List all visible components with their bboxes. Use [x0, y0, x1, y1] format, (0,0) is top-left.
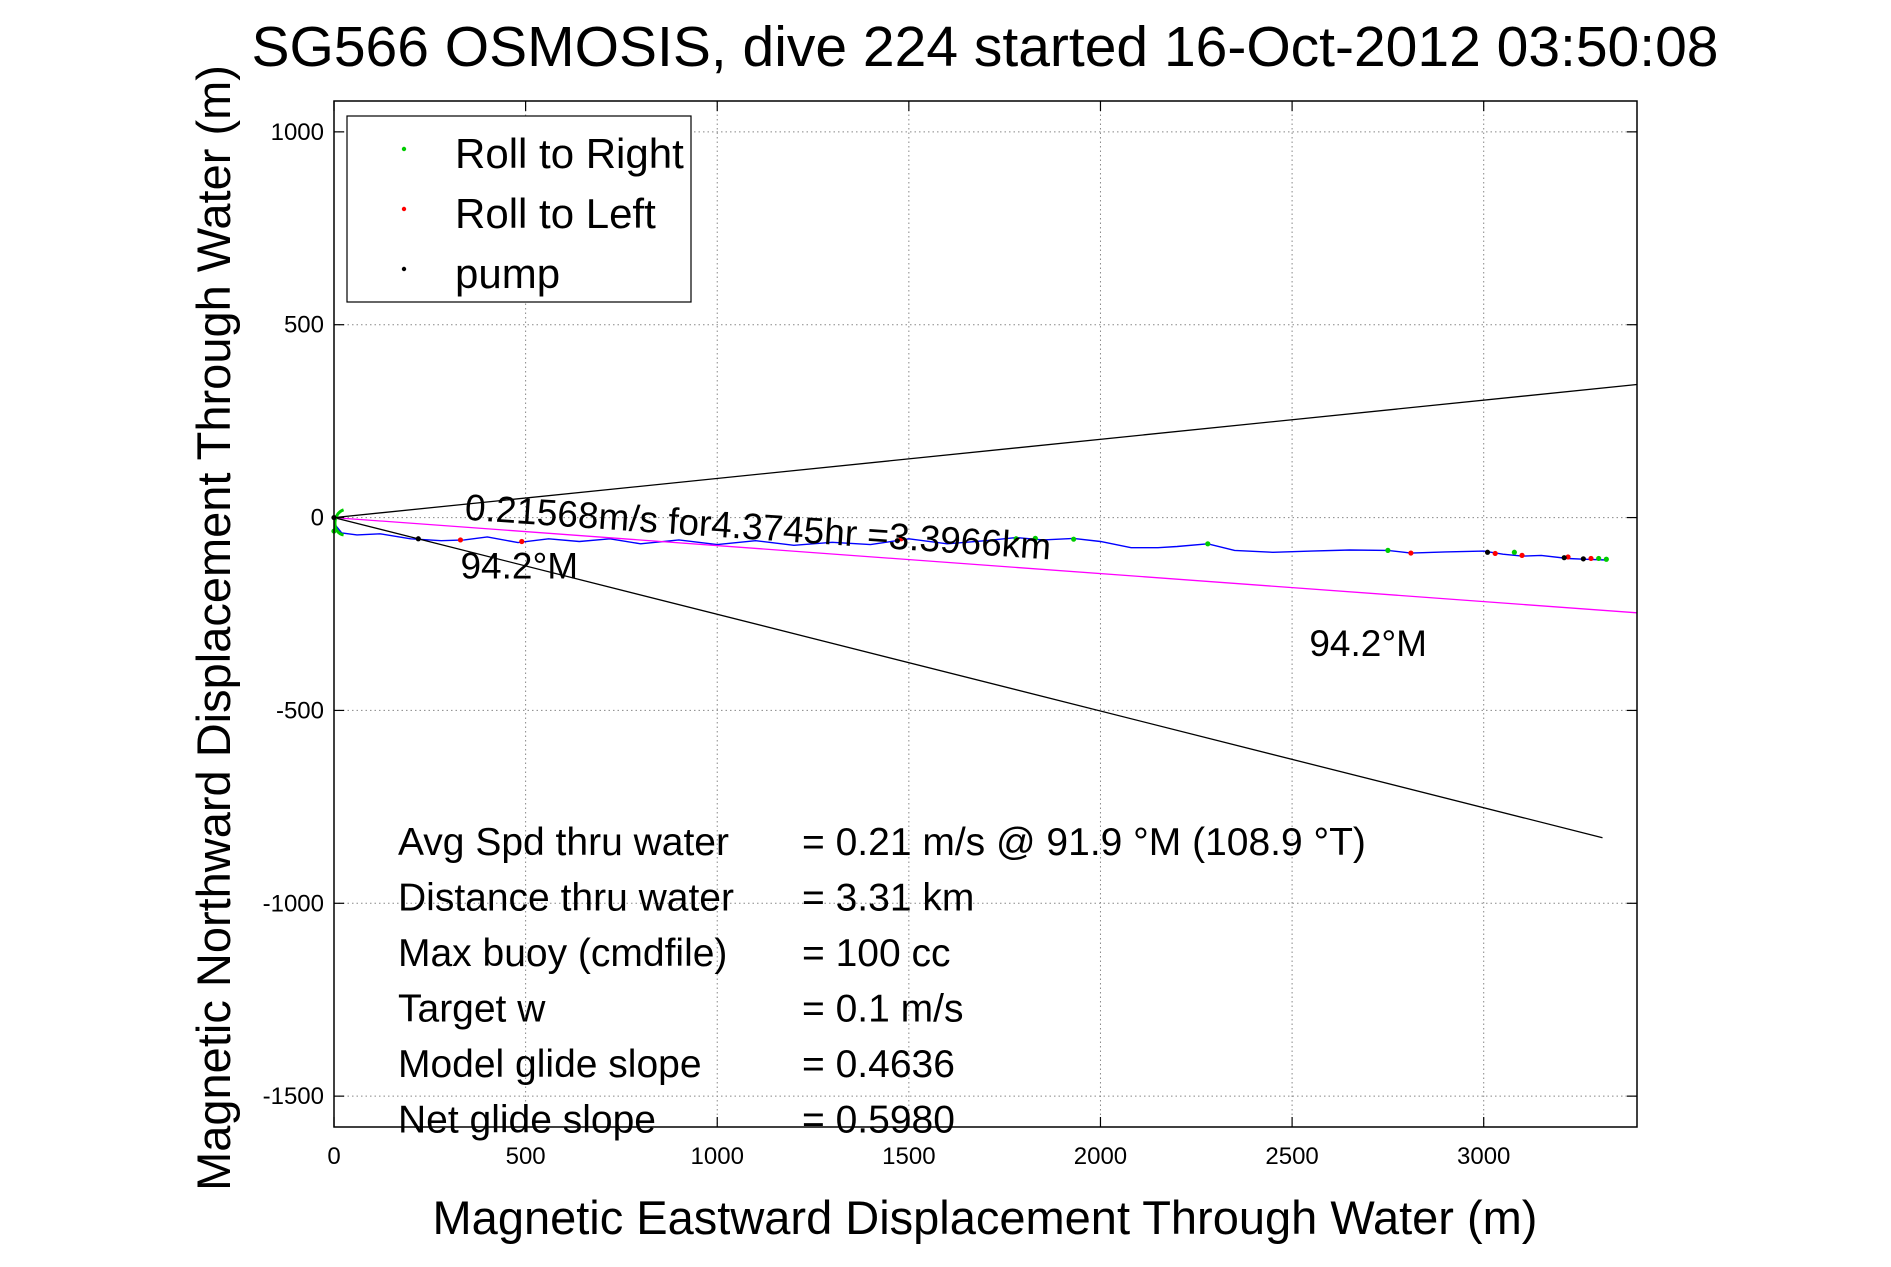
- y-axis-label: Magnetic Northward Displacement Through …: [187, 65, 240, 1191]
- x-tick-label: 2500: [1265, 1143, 1318, 1170]
- series-line-track: [333, 522, 1607, 561]
- axes-frame: [333, 100, 1638, 1128]
- legend-label-roll-right: Roll to Right: [455, 130, 684, 177]
- stats-block: Avg Spd thru water = 0.21 m/s @ 91.9 °M …: [398, 821, 1366, 1142]
- stat-label-model-glide: Model glide slope: [398, 1043, 702, 1086]
- roll-left-point: [1519, 552, 1525, 558]
- x-tick-label: 0: [327, 1143, 340, 1170]
- legend-marker-roll-right: [401, 146, 407, 152]
- pump-point: [1580, 556, 1586, 562]
- roll-right-point: [1603, 556, 1609, 562]
- y-tick-label: 500: [284, 312, 324, 339]
- stat-value-net-glide: = 0.5980: [802, 1099, 955, 1142]
- stat-label-target-w: Target w: [398, 988, 546, 1031]
- series-line-cone-lower: [333, 516, 1603, 839]
- points-layer: [331, 514, 1609, 562]
- roll-right-point: [1013, 536, 1019, 542]
- stat-label-avg-speed: Avg Spd thru water: [398, 821, 729, 864]
- pump-point: [1561, 555, 1567, 561]
- stat-value-target-w: = 0.1 m/s: [802, 988, 963, 1031]
- pump-point: [415, 536, 421, 542]
- grid-layer: [334, 101, 1637, 1127]
- roll-right-point: [1385, 547, 1391, 553]
- roll-right-point: [1032, 535, 1038, 542]
- pump-point: [894, 538, 900, 544]
- heading-annotation-far: 94.2°M: [1309, 623, 1427, 664]
- roll-left-point: [1492, 550, 1498, 557]
- y-tick-label: -1000: [263, 890, 324, 917]
- roll-left-point: [1588, 555, 1594, 562]
- tick-layer: 0 500 1000 1500 2000 2500 3000 -1500 -1000 -500 0 5…: [263, 101, 1637, 1170]
- roll-right-point: [1596, 555, 1602, 562]
- stat-value-distance: = 3.31 km: [802, 877, 974, 920]
- y-tick-label: 1000: [271, 119, 324, 146]
- y-tick-label: -500: [276, 697, 324, 724]
- legend-marker-roll-left: [401, 206, 407, 212]
- stat-label-distance: Distance thru water: [398, 877, 734, 920]
- x-axis-label: Magnetic Eastward Displacement Through W…: [433, 1191, 1538, 1244]
- stat-label-max-buoy: Max buoy (cmdfile): [398, 932, 727, 975]
- stat-value-model-glide: = 0.4636: [802, 1043, 955, 1086]
- legend: Roll to Right Roll to Left pump: [346, 115, 692, 303]
- roll-left-point: [898, 536, 904, 542]
- roll-right-point: [1511, 549, 1517, 555]
- x-tick-label: 500: [506, 1143, 546, 1170]
- roll-left-point: [519, 538, 525, 545]
- x-tick-label: 3000: [1457, 1143, 1510, 1170]
- legend-marker-pump: [401, 266, 407, 272]
- y-tick-label: -1500: [263, 1083, 324, 1110]
- stat-value-max-buoy: = 100 cc: [802, 932, 951, 975]
- roll-right-point: [1205, 541, 1211, 547]
- stat-label-net-glide: Net glide slope: [398, 1099, 656, 1142]
- series-line-heading: [333, 516, 1638, 614]
- chart-title: SG566 OSMOSIS, dive 224 started 16-Oct-2…: [252, 15, 1719, 79]
- legend-label-roll-left: Roll to Left: [455, 190, 656, 237]
- heading-annotation-near: 94.2°M: [460, 545, 578, 586]
- legend-label-pump: pump: [455, 250, 560, 297]
- y-tick-label: 0: [311, 505, 324, 532]
- series-layer: [333, 383, 1638, 839]
- roll-left-point: [457, 537, 464, 543]
- start-marker: [333, 508, 345, 537]
- x-tick-label: 2000: [1074, 1143, 1127, 1170]
- x-tick-label: 1000: [691, 1143, 744, 1170]
- roll-left-point: [1408, 550, 1414, 556]
- x-tick-label: 1500: [882, 1143, 935, 1170]
- pump-point: [1484, 549, 1491, 555]
- roll-right-point: [1071, 536, 1077, 542]
- stat-value-avg-speed: = 0.21 m/s @ 91.9 °M (108.9 °T): [802, 821, 1366, 864]
- series-line-cone-upper: [333, 383, 1638, 519]
